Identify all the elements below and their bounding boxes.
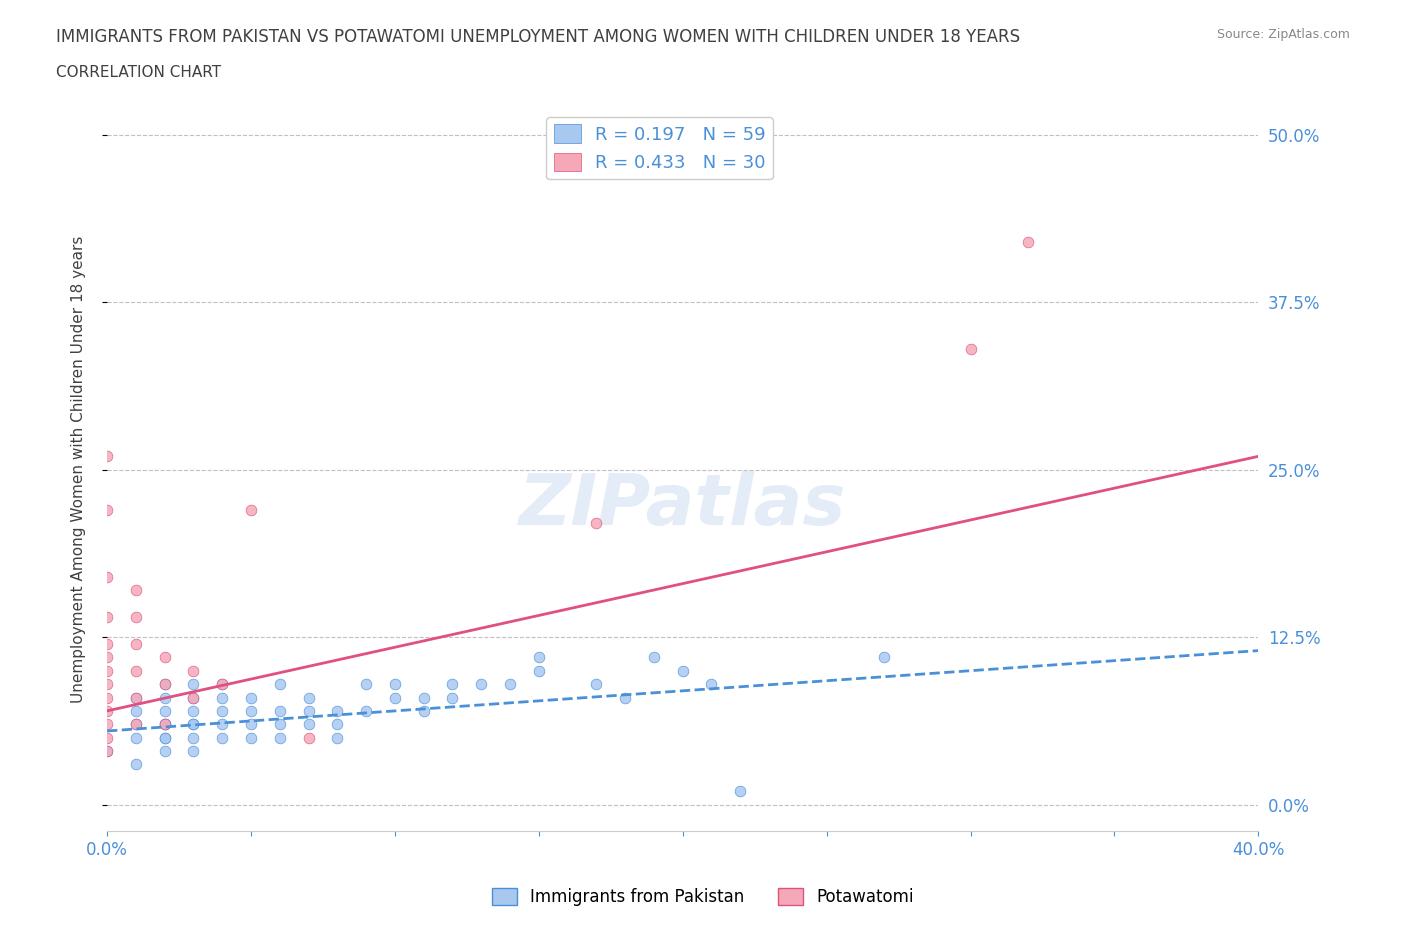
Point <box>125 610 148 625</box>
Point <box>326 730 349 745</box>
Point <box>730 784 752 799</box>
Point <box>96 650 118 665</box>
Point <box>211 730 233 745</box>
Point <box>183 677 205 692</box>
Point <box>153 717 176 732</box>
Point <box>125 703 148 718</box>
Point <box>614 690 637 705</box>
Point <box>125 583 148 598</box>
Point <box>643 650 665 665</box>
Point <box>96 677 118 692</box>
Point <box>153 730 176 745</box>
Point <box>153 717 176 732</box>
Text: Source: ZipAtlas.com: Source: ZipAtlas.com <box>1216 28 1350 41</box>
Point <box>240 730 263 745</box>
Point <box>441 690 464 705</box>
Point <box>527 650 550 665</box>
Text: ZIPatlas: ZIPatlas <box>519 472 846 540</box>
Point <box>125 717 148 732</box>
Point <box>240 690 263 705</box>
Point <box>297 703 319 718</box>
Point <box>700 677 723 692</box>
Point <box>183 717 205 732</box>
Point <box>153 744 176 759</box>
Point <box>585 677 607 692</box>
Point <box>125 663 148 678</box>
Text: IMMIGRANTS FROM PAKISTAN VS POTAWATOMI UNEMPLOYMENT AMONG WOMEN WITH CHILDREN UN: IMMIGRANTS FROM PAKISTAN VS POTAWATOMI U… <box>56 28 1021 46</box>
Point <box>384 677 406 692</box>
Point <box>585 516 607 531</box>
Point <box>672 663 695 678</box>
Point <box>96 703 118 718</box>
Point <box>211 717 233 732</box>
Point <box>240 502 263 517</box>
Point <box>211 690 233 705</box>
Point <box>183 717 205 732</box>
Point <box>96 690 118 705</box>
Point <box>326 717 349 732</box>
Point <box>269 730 291 745</box>
Point <box>1017 234 1039 249</box>
Point <box>297 730 319 745</box>
Point <box>96 717 118 732</box>
Point <box>153 677 176 692</box>
Point <box>125 730 148 745</box>
Point <box>269 703 291 718</box>
Legend: R = 0.197   N = 59, R = 0.433   N = 30: R = 0.197 N = 59, R = 0.433 N = 30 <box>547 117 773 179</box>
Point <box>96 663 118 678</box>
Legend: Immigrants from Pakistan, Potawatomi: Immigrants from Pakistan, Potawatomi <box>485 881 921 912</box>
Point <box>183 663 205 678</box>
Point <box>96 449 118 464</box>
Point <box>125 690 148 705</box>
Text: CORRELATION CHART: CORRELATION CHART <box>56 65 221 80</box>
Point <box>183 730 205 745</box>
Point <box>153 730 176 745</box>
Point <box>153 717 176 732</box>
Point <box>153 703 176 718</box>
Point <box>125 636 148 651</box>
Point <box>211 703 233 718</box>
Point <box>527 663 550 678</box>
Point <box>153 690 176 705</box>
Point <box>269 677 291 692</box>
Point <box>153 650 176 665</box>
Point <box>326 703 349 718</box>
Point <box>96 744 118 759</box>
Point <box>96 636 118 651</box>
Point <box>240 703 263 718</box>
Point <box>183 690 205 705</box>
Point <box>183 703 205 718</box>
Point <box>183 744 205 759</box>
Point <box>96 610 118 625</box>
Point <box>959 341 981 356</box>
Point <box>499 677 522 692</box>
Point <box>96 744 118 759</box>
Y-axis label: Unemployment Among Women with Children Under 18 years: Unemployment Among Women with Children U… <box>72 236 86 703</box>
Point <box>354 703 377 718</box>
Point <box>441 677 464 692</box>
Point <box>412 703 434 718</box>
Point <box>125 757 148 772</box>
Point <box>96 569 118 584</box>
Point <box>412 690 434 705</box>
Point <box>153 677 176 692</box>
Point <box>470 677 492 692</box>
Point <box>269 717 291 732</box>
Point <box>240 717 263 732</box>
Point <box>354 677 377 692</box>
Point <box>183 690 205 705</box>
Point <box>125 717 148 732</box>
Point <box>384 690 406 705</box>
Point <box>873 650 896 665</box>
Point <box>297 690 319 705</box>
Point <box>96 502 118 517</box>
Point <box>297 717 319 732</box>
Point <box>96 730 118 745</box>
Point <box>125 690 148 705</box>
Point <box>211 677 233 692</box>
Point <box>211 677 233 692</box>
